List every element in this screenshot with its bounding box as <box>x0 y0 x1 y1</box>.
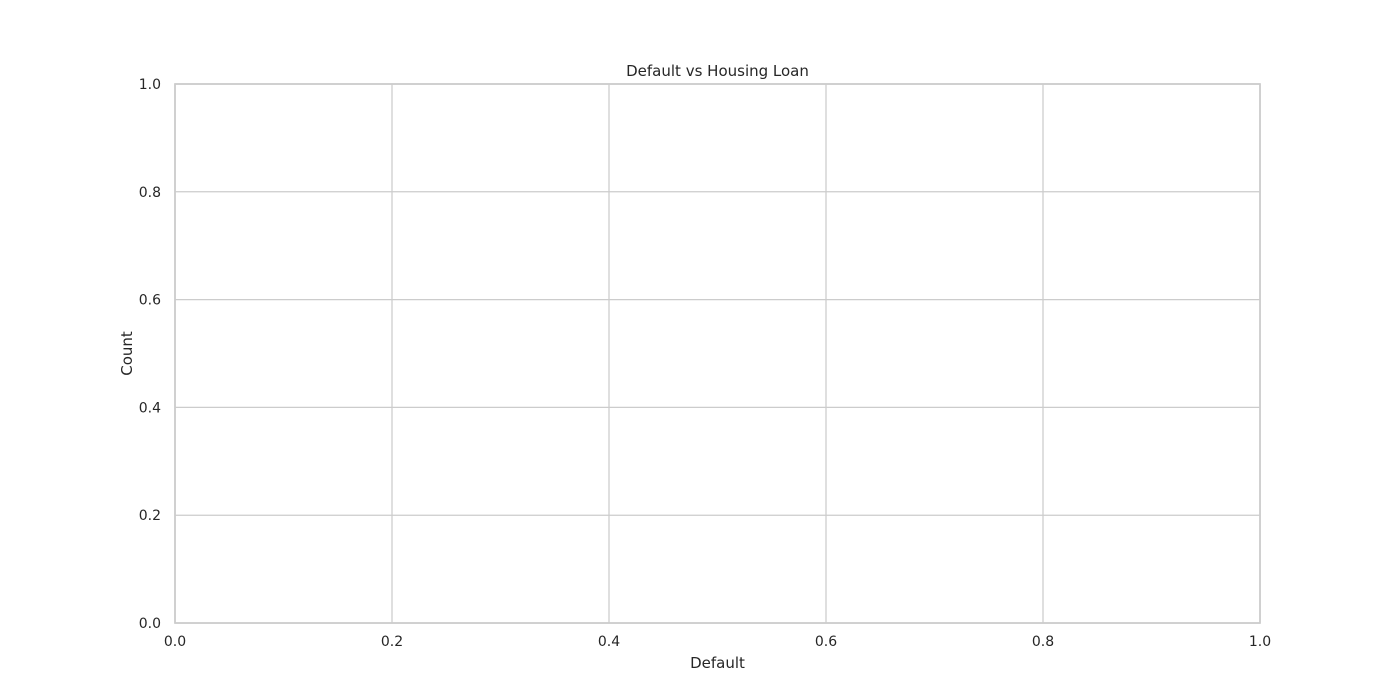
x-tick-labels: 0.0 0.2 0.4 0.6 0.8 1.0 <box>164 634 1271 650</box>
plot-frame <box>174 83 1261 624</box>
x-tick-label: 0.0 <box>164 634 186 650</box>
plot-area <box>174 83 1261 624</box>
y-tick-label: 0.4 <box>139 400 161 416</box>
x-tick-label: 0.6 <box>815 634 837 650</box>
y-tick-labels: 0.0 0.2 0.4 0.6 0.8 1.0 <box>139 77 161 632</box>
x-tick-label: 0.2 <box>381 634 403 650</box>
x-tick-label: 0.4 <box>598 634 620 650</box>
y-tick-label: 0.6 <box>139 293 161 309</box>
y-tick-label: 0.2 <box>139 508 161 524</box>
y-tick-label: 0.8 <box>139 185 161 201</box>
y-axis-label: Count <box>118 331 136 376</box>
y-tick-label: 1.0 <box>139 77 161 93</box>
x-tick-label: 0.8 <box>1032 634 1054 650</box>
y-tick-label: 0.0 <box>139 616 161 632</box>
x-tick-label: 1.0 <box>1249 634 1271 650</box>
chart-title: Default vs Housing Loan <box>626 62 809 80</box>
x-axis-label: Default <box>690 654 745 672</box>
